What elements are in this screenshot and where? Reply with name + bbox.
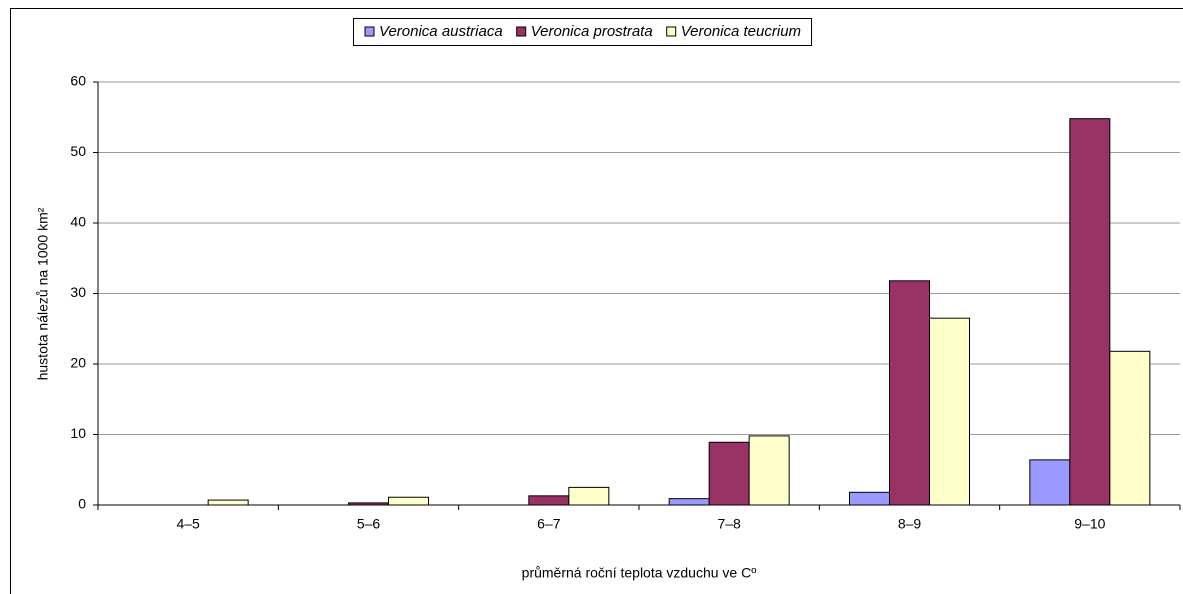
legend-box xyxy=(353,18,813,46)
bar xyxy=(388,496,429,506)
y-tick-label: 60 xyxy=(70,73,86,89)
bar xyxy=(1109,350,1151,506)
bar xyxy=(1029,459,1071,506)
x-axis-label: průměrná roční teplota vzduchu ve Cº xyxy=(522,565,757,581)
y-tick-label: 10 xyxy=(70,425,86,441)
bar xyxy=(929,317,970,506)
bar xyxy=(849,491,890,506)
legend: Veronica austriaca Veronica prostrata Vero… xyxy=(353,18,813,46)
bar xyxy=(668,498,710,506)
y-tick-label: 0 xyxy=(78,496,86,512)
x-tick-label: 4–5 xyxy=(176,516,200,532)
chart-border xyxy=(10,8,1183,594)
y-axis-label: hustota nálezů na 1000 km² xyxy=(35,207,51,380)
bar xyxy=(568,486,610,506)
bar xyxy=(889,280,930,506)
legend-swatch xyxy=(364,26,375,37)
bar xyxy=(207,499,249,506)
y-tick-label: 50 xyxy=(70,143,86,159)
bar xyxy=(348,502,389,506)
x-tick-label: 6–7 xyxy=(537,516,561,532)
y-tick-label: 30 xyxy=(70,284,86,300)
x-tick-label: 5–6 xyxy=(357,516,381,532)
legend-swatch xyxy=(666,26,677,37)
bar xyxy=(528,495,570,506)
legend-swatch xyxy=(516,26,527,37)
x-tick-label: 7–8 xyxy=(717,516,741,532)
y-tick-label: 40 xyxy=(70,214,86,230)
y-tick-label: 20 xyxy=(70,355,86,371)
legend-label: Veronica austriaca xyxy=(379,23,503,40)
bar xyxy=(708,441,750,506)
bar xyxy=(1069,118,1111,506)
x-tick-label: 9–10 xyxy=(1074,516,1105,532)
bar xyxy=(748,435,790,506)
x-tick-label: 8–9 xyxy=(898,516,922,532)
legend-label: Veronica teucrium xyxy=(681,23,801,40)
legend-label: Veronica prostrata xyxy=(531,23,653,40)
